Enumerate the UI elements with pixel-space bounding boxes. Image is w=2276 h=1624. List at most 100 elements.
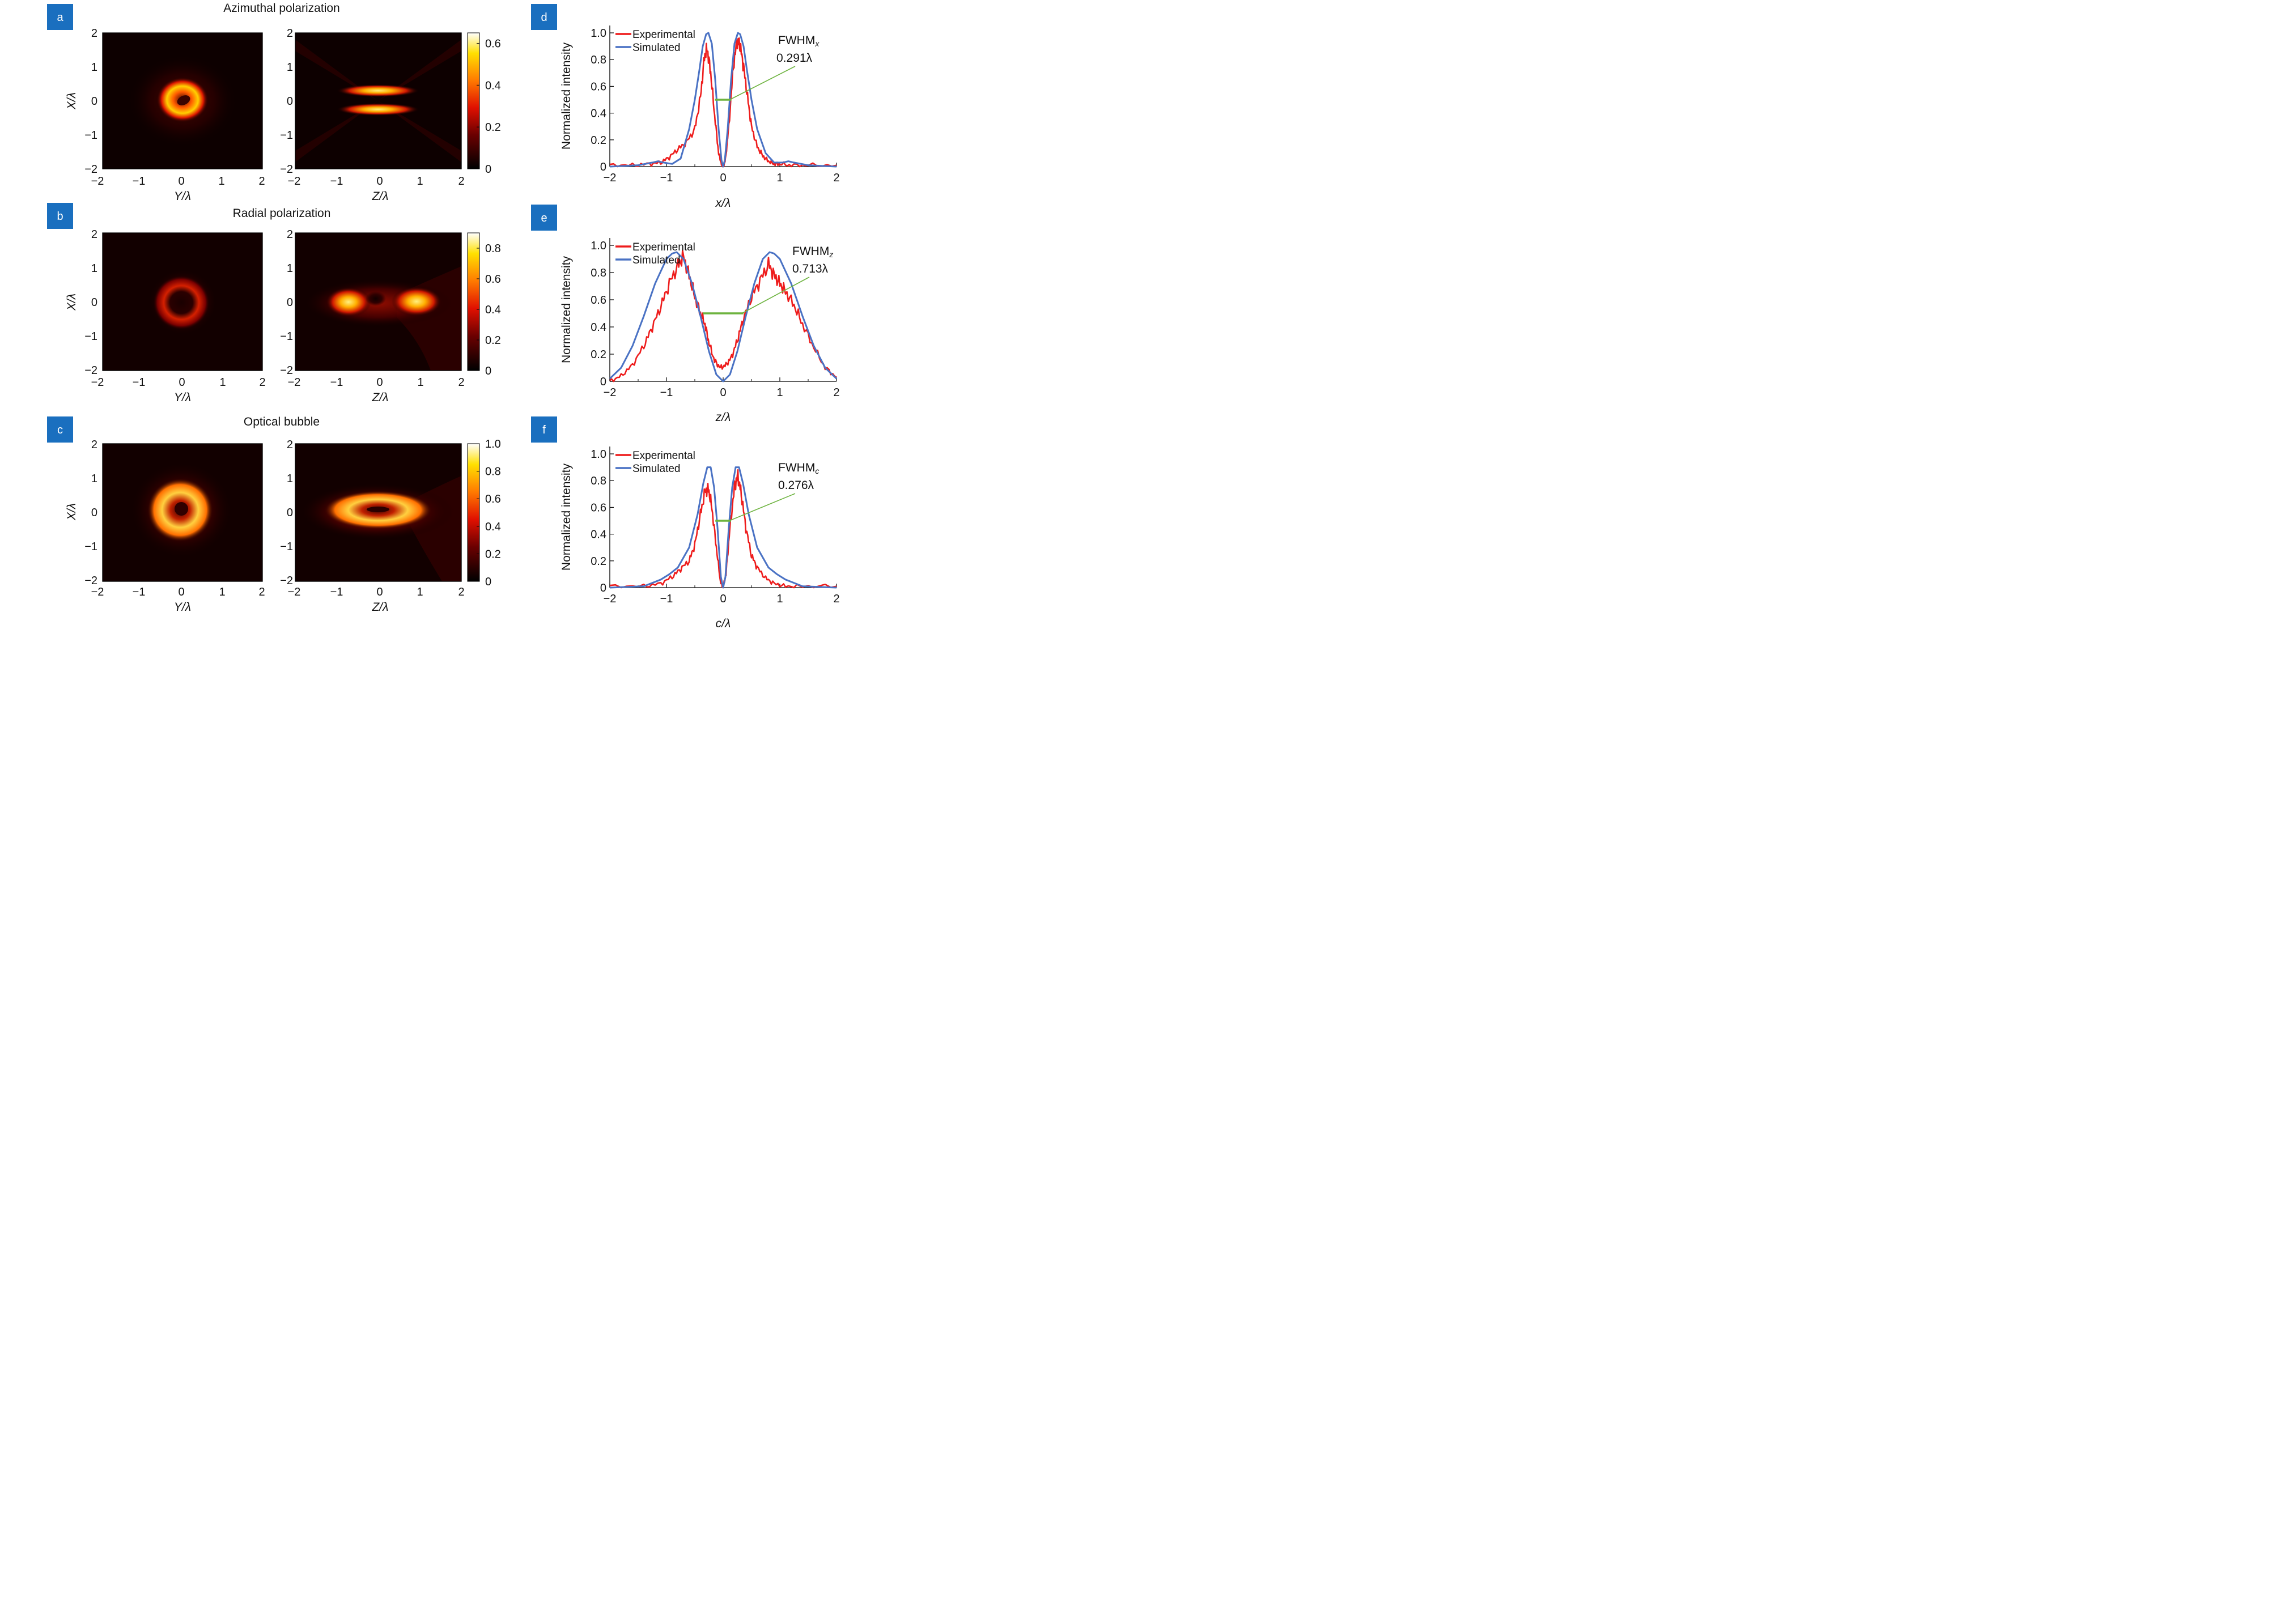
xtick-label: 0	[179, 376, 185, 389]
xtick-label: 0	[720, 386, 726, 399]
xtick-label: −1	[660, 386, 673, 399]
xtick-label: 2	[458, 586, 464, 598]
heatmap-c-right-yticks: 2 1 0 −1 −2	[280, 439, 293, 587]
xtick-label: −1	[330, 376, 343, 389]
colorbar-tick-label: 0.6	[485, 493, 501, 505]
ytick-label: 0	[91, 507, 97, 519]
ytick-label: −1	[280, 330, 293, 343]
ytick-label: 0.2	[591, 348, 606, 361]
heatmap-a-right-xlabel: Z/λ	[371, 190, 388, 203]
ytick-label: 1	[287, 473, 293, 485]
xtick-label: 2	[833, 172, 839, 184]
xtick-label: −1	[330, 586, 343, 598]
ytick-label: −2	[84, 163, 97, 176]
ytick-label: 0	[91, 296, 97, 309]
heatmap-a-left-frame	[102, 32, 263, 169]
y-axis-label: Normalized intensity	[560, 42, 573, 150]
ytick-label: 2	[91, 228, 97, 241]
series-experimental-line	[609, 249, 837, 382]
ytick-label: 0	[287, 507, 293, 519]
ytick-label: 1.0	[591, 448, 606, 461]
legend-label-experimental: Experimental	[632, 450, 695, 462]
fwhm-value: 0.713λ	[792, 262, 829, 275]
ytick-label: 1.0	[591, 240, 606, 252]
panel-letter-a: a	[57, 11, 63, 24]
heatmap-c-right-frame	[295, 443, 462, 582]
xtick-label: −1	[133, 586, 146, 598]
ytick-label: 0.6	[591, 501, 606, 514]
panel-badge-d: d	[531, 4, 557, 30]
colorbar-b	[467, 232, 480, 371]
panel-letter-d: d	[541, 11, 547, 24]
heatmap-b-left-yticks: 2 1 0 −1 −2	[84, 228, 97, 377]
ytick-label: −2	[84, 364, 97, 377]
xtick-label: 1	[776, 386, 783, 399]
panel-letter-e: e	[541, 212, 547, 224]
ytick-label: 0.4	[591, 529, 606, 541]
row-title-radial: Radial polarization	[233, 207, 331, 220]
x-axis-label: z/λ	[715, 411, 731, 424]
xtick-label: −1	[660, 172, 673, 184]
xtick-label: −2	[288, 586, 301, 598]
heatmap-c-left-xlabel: Y/λ	[174, 601, 191, 614]
x-axis-label: c/λ	[716, 617, 731, 628]
xtick-label: −2	[604, 593, 617, 605]
xtick-label: 0	[376, 376, 383, 389]
panel-letter-b: b	[57, 210, 63, 223]
ytick-label: 1	[287, 262, 293, 275]
colorbar-tick-label: 0.2	[485, 121, 501, 134]
colorbar-tick-label: 0.8	[485, 466, 501, 478]
series-simulated-line	[609, 32, 837, 168]
xtick-label: −2	[91, 376, 104, 389]
panel-letter-f: f	[542, 424, 546, 436]
heatmap-a-left-yticks: 2 1 0 −1 −2	[84, 27, 97, 176]
xtick-label: −1	[133, 175, 146, 188]
ytick-label: 1.0	[591, 27, 606, 40]
ytick-label: −1	[84, 330, 97, 343]
fwhm-leader-line	[729, 493, 796, 521]
legend-label-experimental: Experimental	[632, 29, 695, 41]
colorbar-tick-label: 0.2	[485, 548, 501, 560]
colorbar-tick-label: 1.0	[485, 438, 501, 450]
ytick-label: 1	[287, 61, 293, 74]
panel-letter-c: c	[57, 424, 63, 436]
ytick-label: 0	[600, 582, 606, 594]
ytick-label: −1	[280, 541, 293, 553]
colorbar-tick-label: 0	[485, 163, 491, 176]
xtick-label: 0	[178, 175, 184, 188]
colorbar-tick-label: 0.8	[485, 243, 501, 255]
colorbar-c	[467, 443, 480, 582]
ytick-label: 0.4	[591, 321, 606, 334]
xtick-label: 2	[833, 386, 839, 399]
fwhm-label: FWHMx	[778, 34, 819, 48]
xtick-label: 2	[458, 376, 464, 389]
heatmap-a-right-frame	[295, 32, 462, 169]
series-simulated-line	[609, 251, 838, 382]
heatmap-b-left-xlabel: Y/λ	[174, 391, 191, 404]
xtick-label: 1	[417, 376, 423, 389]
heatmap-b-right-frame	[295, 232, 462, 371]
ytick-label: 0	[287, 296, 293, 309]
xtick-label: 2	[259, 376, 265, 389]
heatmap-c-right-xlabel: Z/λ	[371, 601, 388, 614]
xtick-label: 2	[258, 586, 265, 598]
legend-label-simulated: Simulated	[632, 42, 681, 54]
xtick-label: 0	[376, 175, 383, 188]
colorbar-a	[467, 32, 480, 169]
colorbar-tick-label: 0.6	[485, 37, 501, 50]
xtick-label: 1	[417, 175, 423, 188]
ytick-label: −1	[280, 129, 293, 142]
ytick-label: 0.8	[591, 54, 606, 66]
xtick-label: 0	[178, 586, 184, 598]
ytick-label: 0	[600, 376, 606, 388]
heatmap-b-transverse	[103, 233, 262, 371]
ytick-label: 2	[91, 27, 97, 40]
heatmap-c-left-frame	[102, 443, 263, 582]
line-plot-d: 0 0.2 0.4 0.6 0.8 1.0 −2 −1 0 1 2 x/λ Normalized int…	[560, 25, 840, 210]
fwhm-label: FWHMz	[792, 245, 833, 259]
panel-badge-e: e	[531, 205, 557, 231]
ytick-label: 0	[287, 95, 293, 108]
ytick-label: 2	[287, 27, 293, 40]
xtick-label: −1	[330, 175, 343, 188]
ytick-label: −2	[84, 575, 97, 587]
